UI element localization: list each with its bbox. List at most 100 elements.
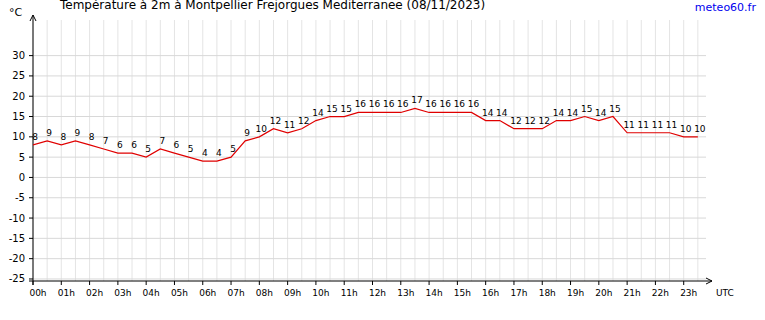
x-tick-label: 00h (29, 288, 46, 298)
data-label: 15 (326, 104, 337, 114)
y-tick (29, 197, 33, 198)
y-tick (29, 75, 33, 76)
y-axis-arrow (30, 15, 36, 21)
grid-line-x (443, 20, 444, 281)
x-tick-label: 11h (341, 288, 358, 298)
x-tick (485, 281, 486, 285)
y-tick (29, 177, 33, 178)
x-tick-label: 06h (199, 288, 216, 298)
y-tick-label: -25 (9, 273, 25, 284)
data-label: 16 (425, 99, 437, 109)
data-label: 10 (680, 124, 692, 134)
grid-line-y (33, 96, 706, 97)
data-label: 8 (89, 132, 95, 142)
data-label: 15 (609, 104, 620, 114)
grid-line-x (259, 20, 260, 281)
grid-line-x (89, 20, 90, 281)
grid-line-x (103, 20, 104, 281)
y-tick-label: 5 (19, 152, 25, 163)
grid-line-x (471, 20, 472, 281)
x-tick (117, 281, 118, 285)
data-label: 12 (524, 116, 535, 126)
grid-line-y (33, 177, 706, 178)
y-tick (29, 55, 33, 56)
x-tick (542, 281, 543, 285)
grid-line-x (344, 20, 345, 281)
grid-line-x (386, 20, 387, 281)
grid-line-y (33, 197, 706, 198)
plot-area (33, 108, 698, 161)
x-tick (231, 281, 232, 285)
x-axis-label: UTC (716, 288, 734, 298)
data-label: 10 (694, 124, 706, 134)
x-tick (61, 281, 62, 285)
x-tick (202, 281, 203, 285)
x-tick-label: 23h (680, 288, 697, 298)
data-label: 11 (652, 120, 663, 130)
data-label: 16 (383, 99, 395, 109)
x-axis (29, 281, 712, 282)
x-tick (457, 281, 458, 285)
x-tick-label: 05h (171, 288, 188, 298)
grid-line-x (655, 20, 656, 281)
x-tick (344, 281, 345, 285)
grid-line-x (414, 20, 415, 281)
x-tick-label: 13h (397, 288, 414, 298)
x-tick-label: 15h (454, 288, 471, 298)
grid-line-x (301, 20, 302, 281)
data-label: 8 (60, 132, 66, 142)
x-tick (429, 281, 430, 285)
data-label: 11 (284, 120, 295, 130)
grid-line-x (330, 20, 331, 281)
grid-line-x (61, 20, 62, 281)
grid-line-x (273, 20, 274, 281)
data-label: 6 (174, 140, 180, 150)
y-tick-label: -10 (9, 213, 25, 224)
y-tick-label: -20 (9, 253, 25, 264)
data-label: 12 (298, 116, 309, 126)
data-label: 16 (355, 99, 367, 109)
title: Température à 2m à Montpellier Frejorgue… (59, 0, 485, 12)
y-tick (29, 96, 33, 97)
x-tick (33, 281, 34, 285)
line-series (33, 108, 698, 161)
x-tick-label: 21h (624, 288, 641, 298)
y-tick-label: 25 (12, 70, 25, 81)
grid-line-x (358, 20, 359, 281)
data-label: 5 (145, 144, 151, 154)
chart: -25-20-15-10-505101520253000h01h02h03h04… (0, 0, 765, 320)
x-tick-label: 07h (227, 288, 244, 298)
grid-line-x (75, 20, 76, 281)
x-tick-label: 14h (426, 288, 443, 298)
data-label: 9 (75, 128, 81, 138)
x-tick (570, 281, 571, 285)
x-tick (683, 281, 684, 285)
grid-line-x (429, 20, 430, 281)
y-tick (29, 218, 33, 219)
data-label: 5 (188, 144, 194, 154)
x-tick (287, 281, 288, 285)
grid-line-x (542, 20, 543, 281)
grid-line-x (287, 20, 288, 281)
grid-line-y (33, 75, 706, 76)
data-label: 6 (131, 140, 137, 150)
grid-line-x (132, 20, 133, 281)
y-tick-label: 15 (12, 111, 25, 122)
y-axis-label: °C (9, 6, 23, 19)
x-tick-label: 02h (86, 288, 103, 298)
x-tick (598, 281, 599, 285)
x-tick (146, 281, 147, 285)
grid-line-x (598, 20, 599, 281)
grid-line-x (400, 20, 401, 281)
y-tick-label: -5 (15, 192, 25, 203)
data-label: 9 (244, 128, 250, 138)
x-tick-label: 17h (510, 288, 527, 298)
grid-line-x (485, 20, 486, 281)
y-tick (29, 278, 33, 279)
grid-line-x (47, 20, 48, 281)
data-label: 8 (32, 132, 38, 142)
y-tick-label: 30 (12, 50, 25, 61)
data-label: 14 (496, 108, 508, 118)
y-tick (29, 116, 33, 117)
x-tick (513, 281, 514, 285)
